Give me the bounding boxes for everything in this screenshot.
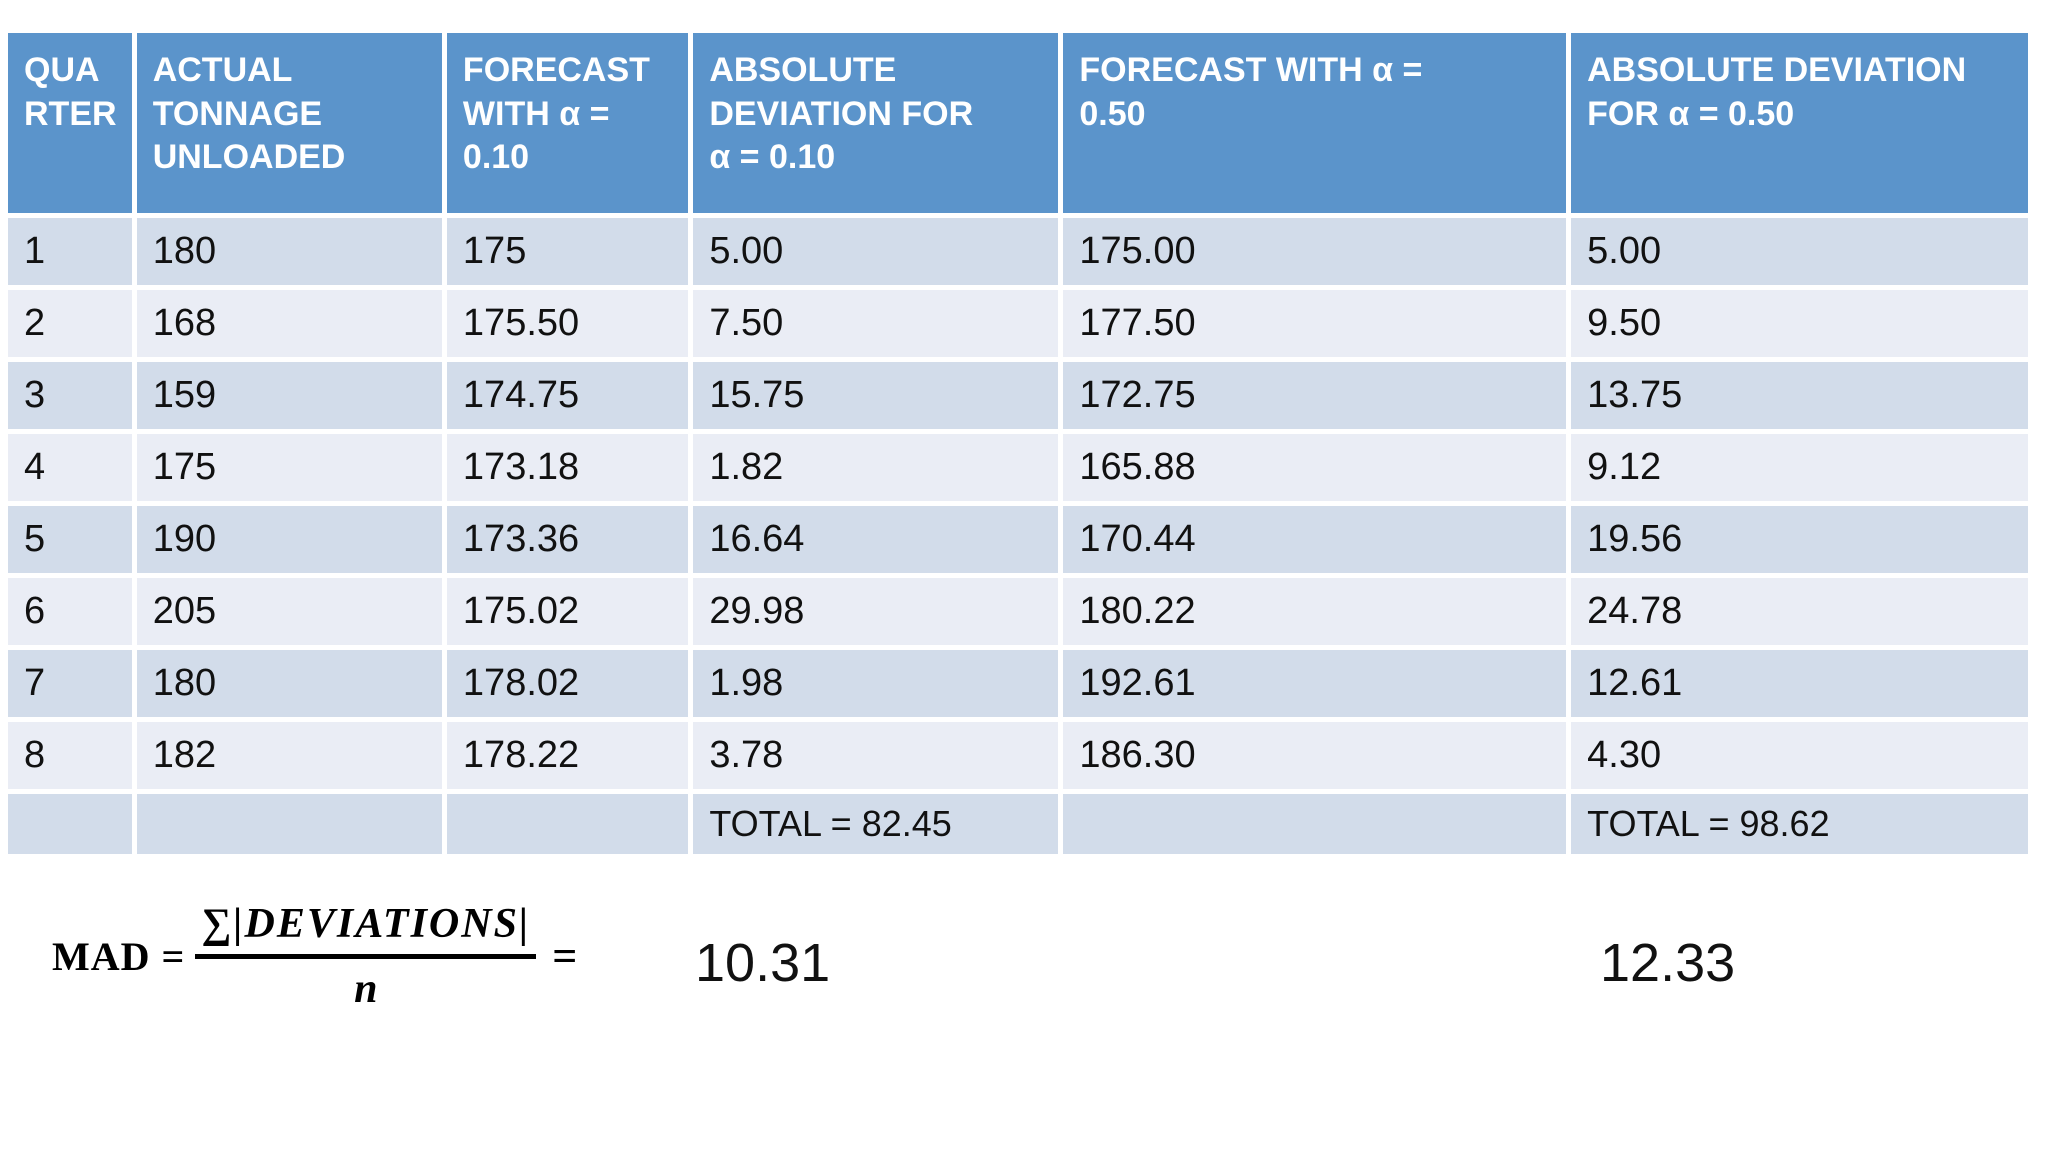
fraction-bar (195, 954, 537, 959)
table-cell: 170.44 (1063, 506, 1567, 573)
table-cell: 7 (8, 650, 132, 717)
table-cell: 178.02 (446, 650, 689, 717)
header-cell-abs-dev-010: ABSOLUTE DEVIATION FOR α = 0.10 (693, 33, 1059, 213)
table-cell: 175.00 (1063, 218, 1567, 285)
table-cell: 29.98 (693, 578, 1059, 645)
table-total-cell: TOTAL = 82.45 (693, 794, 1059, 854)
table-cell: 7.50 (693, 290, 1059, 357)
table-cell: 5.00 (693, 218, 1059, 285)
mad-formula-label: MAD = (52, 934, 186, 979)
table-cell: 2 (8, 290, 132, 357)
table-cell: 192.61 (1063, 650, 1567, 717)
table-cell: 175 (136, 434, 442, 501)
header-cell-forecast-050: FORECAST WITH α = 0.50 (1063, 33, 1567, 213)
table-cell: 175.50 (446, 290, 689, 357)
table-cell: 173.18 (446, 434, 689, 501)
mad-formula-numerator: ∑|DEVIATIONS| (201, 901, 531, 947)
table-cell: 16.64 (693, 506, 1059, 573)
table-total-cell (446, 794, 689, 854)
table-cell: 180.22 (1063, 578, 1567, 645)
table-cell: 5 (8, 506, 132, 573)
header-cell-forecast-010: FORECAST WITH α = 0.10 (446, 33, 689, 213)
table-total-row: TOTAL = 82.45 TOTAL = 98.62 (8, 794, 2028, 854)
table-cell: 177.50 (1063, 290, 1567, 357)
table-cell: 1.98 (693, 650, 1059, 717)
table-row: 8 182 178.22 3.78 186.30 4.30 (8, 722, 2028, 789)
table-cell: 174.75 (446, 362, 689, 429)
mad-formula-equals: = (552, 932, 578, 981)
header-cell-actual-tonnage: ACTUAL TONNAGE UNLOADED (136, 33, 442, 213)
table-cell: 1.82 (693, 434, 1059, 501)
table-cell: 8 (8, 722, 132, 789)
table-row: 1 180 175 5.00 175.00 5.00 (8, 218, 2028, 285)
table-header-row: QUA RTER ACTUAL TONNAGE UNLOADED FORECAS… (8, 33, 2028, 213)
header-cell-abs-dev-050: ABSOLUTE DEVIATION FOR α = 0.50 (1571, 33, 2028, 213)
table-cell: 173.36 (446, 506, 689, 573)
table-row: 4 175 173.18 1.82 165.88 9.12 (8, 434, 2028, 501)
table-cell: 12.61 (1571, 650, 2028, 717)
table-cell: 13.75 (1571, 362, 2028, 429)
table-cell: 168 (136, 290, 442, 357)
table-total-cell: TOTAL = 98.62 (1571, 794, 2028, 854)
table-cell: 6 (8, 578, 132, 645)
table-cell: 186.30 (1063, 722, 1567, 789)
table-cell: 175 (446, 218, 689, 285)
table-cell: 3 (8, 362, 132, 429)
table-cell: 165.88 (1063, 434, 1567, 501)
table-cell: 1 (8, 218, 132, 285)
table-cell: 180 (136, 218, 442, 285)
table-total-cell (1063, 794, 1567, 854)
forecast-comparison-table: QUA RTER ACTUAL TONNAGE UNLOADED FORECAS… (3, 28, 2033, 859)
table-cell: 182 (136, 722, 442, 789)
table-cell: 9.50 (1571, 290, 2028, 357)
mad-formula: MAD = ∑|DEVIATIONS| n = (52, 900, 577, 1013)
table-body: 1 180 175 5.00 175.00 5.00 2 168 175.50 7.50 177.5… (8, 218, 2028, 854)
table-cell: 4 (8, 434, 132, 501)
table-cell: 3.78 (693, 722, 1059, 789)
table-cell: 9.12 (1571, 434, 2028, 501)
table-cell: 178.22 (446, 722, 689, 789)
table-row: 3 159 174.75 15.75 172.75 13.75 (8, 362, 2028, 429)
table-row: 6 205 175.02 29.98 180.22 24.78 (8, 578, 2028, 645)
header-cell-quarter: QUA RTER (8, 33, 132, 213)
table-cell: 205 (136, 578, 442, 645)
mad-result-alpha-010: 10.31 (695, 933, 831, 993)
table-cell: 19.56 (1571, 506, 2028, 573)
table-total-cell (8, 794, 132, 854)
table-cell: 15.75 (693, 362, 1059, 429)
mad-formula-denominator: n (354, 966, 378, 1012)
table-cell: 24.78 (1571, 578, 2028, 645)
table-cell: 4.30 (1571, 722, 2028, 789)
table-row: 2 168 175.50 7.50 177.50 9.50 (8, 290, 2028, 357)
table-cell: 5.00 (1571, 218, 2028, 285)
table-cell: 180 (136, 650, 442, 717)
mad-result-alpha-050: 12.33 (1600, 933, 1736, 993)
mad-formula-fraction: ∑|DEVIATIONS| n (195, 900, 537, 1013)
table-cell: 190 (136, 506, 442, 573)
table-cell: 172.75 (1063, 362, 1567, 429)
table-cell: 175.02 (446, 578, 689, 645)
table-row: 7 180 178.02 1.98 192.61 12.61 (8, 650, 2028, 717)
table-row: 5 190 173.36 16.64 170.44 19.56 (8, 506, 2028, 573)
table-total-cell (136, 794, 442, 854)
table-cell: 159 (136, 362, 442, 429)
